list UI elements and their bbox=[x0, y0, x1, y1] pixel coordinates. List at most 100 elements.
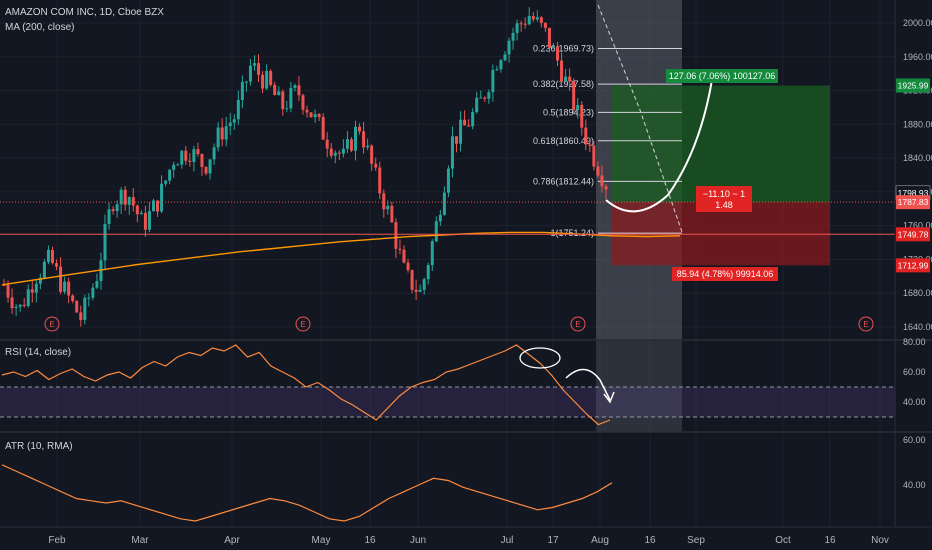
candle-body[interactable] bbox=[196, 149, 200, 155]
candle-body[interactable] bbox=[487, 92, 491, 99]
candle-body[interactable] bbox=[370, 145, 374, 164]
candle-body[interactable] bbox=[257, 63, 261, 75]
candle-body[interactable] bbox=[2, 284, 6, 286]
candle-body[interactable] bbox=[463, 119, 467, 126]
candle-body[interactable] bbox=[22, 304, 26, 306]
candle-body[interactable] bbox=[467, 125, 471, 127]
candle-body[interactable] bbox=[600, 175, 604, 187]
candle-body[interactable] bbox=[212, 147, 216, 160]
candle-body[interactable] bbox=[208, 159, 212, 174]
candle-body[interactable] bbox=[507, 40, 511, 55]
candle-body[interactable] bbox=[277, 91, 281, 96]
candle-body[interactable] bbox=[63, 281, 67, 292]
candle-body[interactable] bbox=[345, 139, 349, 149]
candle-body[interactable] bbox=[535, 17, 539, 20]
candle-body[interactable] bbox=[220, 127, 224, 140]
candle-body[interactable] bbox=[414, 289, 418, 292]
candle-body[interactable] bbox=[358, 126, 362, 132]
candle-body[interactable] bbox=[91, 287, 95, 298]
candle-body[interactable] bbox=[216, 127, 220, 148]
candle-body[interactable] bbox=[87, 297, 91, 299]
candle-body[interactable] bbox=[293, 85, 297, 88]
candle-body[interactable] bbox=[495, 69, 499, 71]
candle-body[interactable] bbox=[341, 148, 345, 154]
candle-body[interactable] bbox=[131, 197, 135, 206]
candle-body[interactable] bbox=[455, 136, 459, 144]
candle-body[interactable] bbox=[55, 263, 59, 267]
candle-body[interactable] bbox=[483, 97, 487, 99]
candle-body[interactable] bbox=[588, 144, 592, 146]
candle-body[interactable] bbox=[459, 119, 463, 144]
candle-body[interactable] bbox=[204, 166, 208, 174]
candle-body[interactable] bbox=[232, 119, 236, 123]
earnings-marker-circle[interactable] bbox=[858, 316, 874, 332]
candle-body[interactable] bbox=[180, 150, 184, 165]
earnings-marker-circle[interactable] bbox=[570, 316, 586, 332]
candle-body[interactable] bbox=[499, 60, 503, 70]
earnings-marker-circle[interactable] bbox=[44, 316, 60, 332]
candle-body[interactable] bbox=[38, 277, 42, 284]
candle-body[interactable] bbox=[430, 241, 434, 266]
candle-body[interactable] bbox=[111, 209, 115, 212]
candle-body[interactable] bbox=[115, 204, 119, 212]
candle-body[interactable] bbox=[568, 76, 572, 82]
candle-body[interactable] bbox=[329, 148, 333, 156]
candle-body[interactable] bbox=[450, 136, 454, 169]
candle-body[interactable] bbox=[107, 209, 111, 224]
candle-body[interactable] bbox=[374, 163, 378, 168]
candle-body[interactable] bbox=[394, 222, 398, 249]
candle-body[interactable] bbox=[224, 126, 228, 140]
candle-body[interactable] bbox=[269, 70, 273, 85]
candle-body[interactable] bbox=[14, 306, 18, 309]
candle-body[interactable] bbox=[422, 279, 426, 290]
candle-body[interactable] bbox=[596, 166, 600, 176]
candle-body[interactable] bbox=[560, 60, 564, 82]
candle-body[interactable] bbox=[172, 164, 176, 170]
candle-body[interactable] bbox=[248, 65, 252, 82]
candle-body[interactable] bbox=[240, 81, 244, 100]
candle-body[interactable] bbox=[491, 69, 495, 93]
candle-body[interactable] bbox=[434, 221, 438, 242]
candle-body[interactable] bbox=[301, 95, 305, 110]
candle-body[interactable] bbox=[289, 87, 293, 109]
candle-body[interactable] bbox=[584, 127, 588, 145]
candle-body[interactable] bbox=[321, 116, 325, 140]
candle-body[interactable] bbox=[228, 122, 232, 127]
candle-body[interactable] bbox=[543, 22, 547, 28]
candle-body[interactable] bbox=[337, 152, 341, 154]
candle-body[interactable] bbox=[285, 108, 289, 110]
candle-body[interactable] bbox=[139, 212, 143, 215]
candle-body[interactable] bbox=[95, 281, 99, 288]
candle-body[interactable] bbox=[50, 250, 54, 264]
candle-body[interactable] bbox=[592, 145, 596, 167]
rsi-pane[interactable] bbox=[0, 344, 895, 426]
candle-body[interactable] bbox=[168, 169, 172, 181]
candle-body[interactable] bbox=[26, 289, 30, 306]
candle-body[interactable] bbox=[556, 46, 560, 61]
candle-body[interactable] bbox=[119, 189, 123, 205]
candle-body[interactable] bbox=[176, 164, 180, 166]
candle-body[interactable] bbox=[479, 97, 483, 99]
candle-body[interactable] bbox=[386, 205, 390, 210]
candle-body[interactable] bbox=[244, 81, 248, 83]
candle-body[interactable] bbox=[42, 261, 46, 278]
candle-body[interactable] bbox=[390, 205, 394, 223]
candle-body[interactable] bbox=[426, 265, 430, 280]
atr-pane[interactable] bbox=[1, 464, 613, 522]
candle-body[interactable] bbox=[446, 168, 450, 193]
candle-body[interactable] bbox=[349, 139, 353, 151]
candle-body[interactable] bbox=[539, 17, 543, 23]
candle-body[interactable] bbox=[156, 200, 160, 212]
candle-body[interactable] bbox=[200, 154, 204, 167]
candle-body[interactable] bbox=[547, 27, 551, 48]
candle-body[interactable] bbox=[103, 223, 107, 261]
candle-body[interactable] bbox=[398, 248, 402, 250]
candle-body[interactable] bbox=[273, 84, 277, 96]
candle-body[interactable] bbox=[531, 15, 535, 20]
candle-body[interactable] bbox=[511, 32, 515, 41]
earnings-marker-circle[interactable] bbox=[295, 316, 311, 332]
candle-body[interactable] bbox=[406, 262, 410, 271]
candle-body[interactable] bbox=[164, 180, 168, 184]
candle-body[interactable] bbox=[418, 289, 422, 292]
